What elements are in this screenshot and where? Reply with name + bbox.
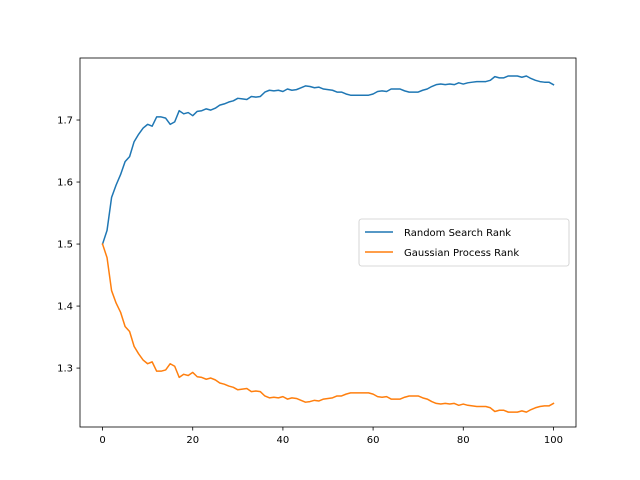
y-axis: 1.3 1.4 1.5 1.6 1.7 [57,116,80,375]
x-tick-label: 40 [277,435,290,446]
legend: Random Search Rank Gaussian Process Rank [358,218,570,267]
series-layer [101,75,555,413]
x-tick-label: 80 [457,435,470,446]
series-line-gaussian-process [101,243,555,413]
y-tick-label: 1.4 [57,302,73,313]
x-axis: 0 20 40 60 80 100 [99,427,563,446]
x-tick-label: 60 [367,435,380,446]
legend-label: Random Search Rank [404,228,511,239]
x-tick-label: 0 [99,435,105,446]
series-line-random-search [101,75,555,245]
y-tick-label: 1.7 [57,116,73,127]
legend-label: Gaussian Process Rank [404,248,519,259]
plot-area-frame [79,57,577,428]
y-tick-label: 1.5 [57,240,73,251]
y-tick-label: 1.3 [57,364,73,375]
x-tick-label: 20 [186,435,199,446]
y-tick-label: 1.6 [57,178,73,189]
x-tick-label: 100 [544,435,563,446]
legend-box [358,218,570,267]
